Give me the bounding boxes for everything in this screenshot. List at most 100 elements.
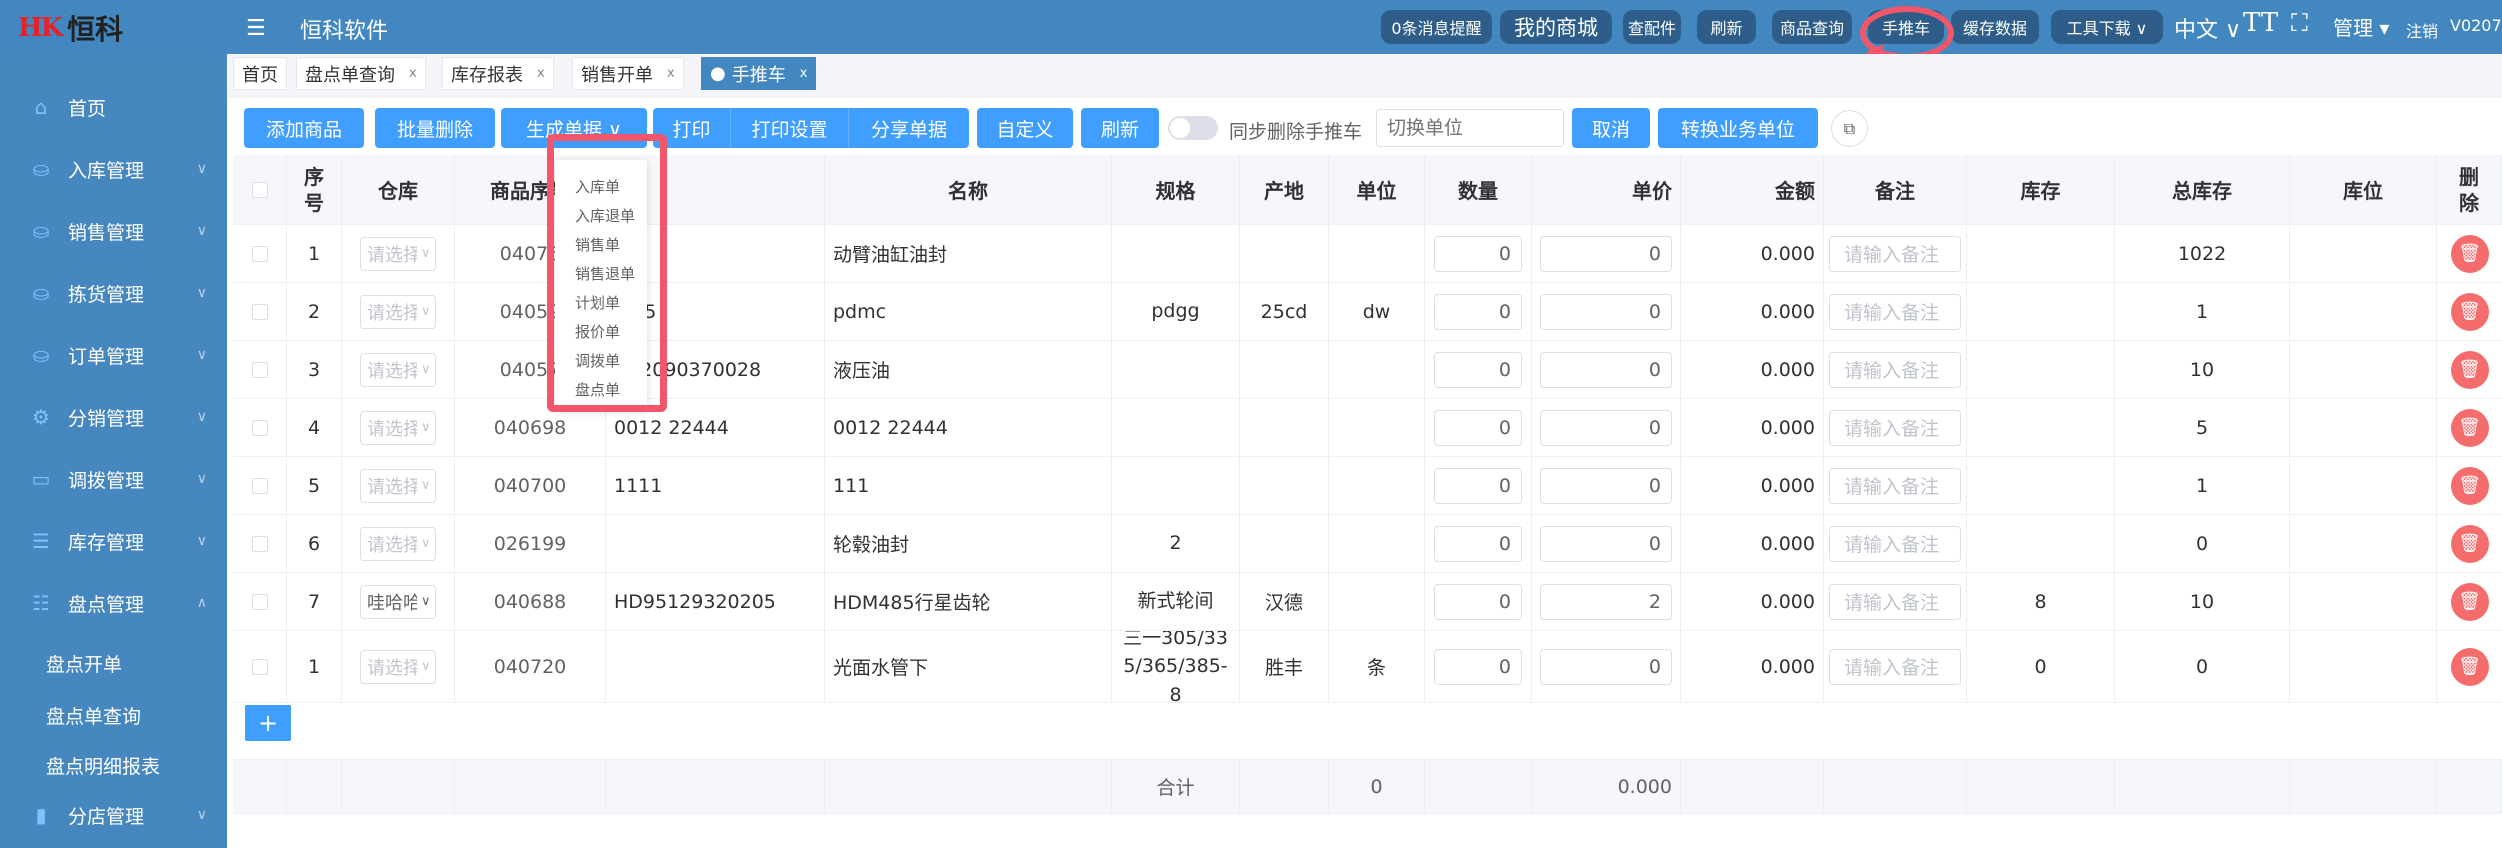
menu-item-3[interactable]: 销售退单 xyxy=(575,265,636,283)
quantity-input[interactable]: 0 xyxy=(1434,409,1522,446)
sidebar-item-transfer[interactable]: ▭ 调拨管理 ∨ xyxy=(0,454,227,504)
sidebar-subitem-stocktake-query[interactable]: 盘点单查询 xyxy=(46,706,142,728)
parts-lookup-button[interactable]: 查配件 xyxy=(1623,10,1681,44)
row-checkbox[interactable] xyxy=(251,658,268,675)
note-input[interactable]: 请输入备注 xyxy=(1829,467,1961,504)
warehouse-select[interactable]: 请选择 ∨ xyxy=(360,649,436,684)
logout-link[interactable]: 注销 xyxy=(2406,22,2439,41)
copy-icon[interactable]: ⧉ xyxy=(1831,110,1868,147)
sidebar-item-inbound[interactable]: ⛀ 入库管理 ∨ xyxy=(0,144,227,194)
trash-icon[interactable]: 🗑 xyxy=(2450,466,2489,505)
quantity-input[interactable]: 0 xyxy=(1434,583,1522,620)
warehouse-select[interactable]: 请选择 ∨ xyxy=(360,468,436,503)
quantity-input[interactable]: 0 xyxy=(1434,467,1522,504)
select-all-checkbox[interactable] xyxy=(251,181,268,198)
language-select[interactable]: 中文 ∨ xyxy=(2174,18,2242,43)
warehouse-select[interactable]: 请选择 ∨ xyxy=(360,352,436,387)
switch-unit-input[interactable] xyxy=(1376,109,1564,147)
row-checkbox[interactable] xyxy=(251,477,268,494)
refresh-header-button[interactable]: 刷新 xyxy=(1697,10,1756,44)
note-input[interactable]: 请输入备注 xyxy=(1829,409,1961,446)
trash-icon[interactable]: 🗑 xyxy=(2450,350,2489,389)
sidebar-item-branch[interactable]: ▮ 分店管理 ∨ xyxy=(0,790,227,840)
row-checkbox[interactable] xyxy=(251,245,268,262)
sidebar-item-home[interactable]: ⌂ 首页 xyxy=(0,82,227,132)
sidebar-item-distribution[interactable]: ⚙ 分销管理 ∨ xyxy=(0,392,227,442)
sidebar-item-stocktake[interactable]: ☷ 盘点管理 ∧ xyxy=(0,578,227,628)
menu-item-4[interactable]: 计划单 xyxy=(575,294,621,312)
sidebar-item-picking[interactable]: ⛀ 拣货管理 ∨ xyxy=(0,268,227,318)
quantity-input[interactable]: 0 xyxy=(1434,648,1522,685)
row-checkbox[interactable] xyxy=(251,593,268,610)
product-query-button[interactable]: 商品查询 xyxy=(1772,10,1852,44)
convert-unit-button[interactable]: 转换业务单位 xyxy=(1658,108,1818,148)
trash-icon[interactable]: 🗑 xyxy=(2450,234,2489,273)
add-row-button[interactable]: + xyxy=(245,705,291,741)
row-checkbox[interactable] xyxy=(251,419,268,436)
row-checkbox[interactable] xyxy=(251,303,268,320)
font-size-icon[interactable]: TT xyxy=(2243,8,2279,38)
sidebar-item-inventory[interactable]: ☰ 库存管理 ∨ xyxy=(0,516,227,566)
trash-icon[interactable]: 🗑 xyxy=(2450,524,2489,563)
cache-data-button[interactable]: 缓存数据 xyxy=(1951,10,2039,44)
price-input[interactable]: 0 xyxy=(1540,409,1672,446)
close-icon[interactable]: x xyxy=(537,66,545,81)
note-input[interactable]: 请输入备注 xyxy=(1829,648,1961,685)
sidebar-subitem-stocktake-new[interactable]: 盘点开单 xyxy=(46,654,123,676)
quantity-input[interactable]: 0 xyxy=(1434,351,1522,388)
note-input[interactable]: 请输入备注 xyxy=(1829,293,1961,330)
admin-menu[interactable]: 管理 ▾ xyxy=(2333,16,2390,40)
warehouse-select[interactable]: 请选择 ∨ xyxy=(360,236,436,271)
tab-stocktake-query[interactable]: 盘点单查询 x xyxy=(296,57,426,90)
print-settings-button[interactable]: 打印设置 xyxy=(731,108,849,148)
price-input[interactable]: 0 xyxy=(1540,467,1672,504)
quantity-input[interactable]: 0 xyxy=(1434,293,1522,330)
warehouse-select[interactable]: 请选择 ∨ xyxy=(360,410,436,445)
price-input[interactable]: 0 xyxy=(1540,351,1672,388)
generate-document-button[interactable]: 生成单据 ∨ xyxy=(501,108,647,148)
menu-item-1[interactable]: 入库退单 xyxy=(575,207,636,225)
share-document-button[interactable]: 分享单据 xyxy=(849,108,969,148)
price-input[interactable]: 0 xyxy=(1540,235,1672,272)
sidebar-item-sales[interactable]: ⛀ 销售管理 ∨ xyxy=(0,206,227,256)
note-input[interactable]: 请输入备注 xyxy=(1829,583,1961,620)
tools-download-button[interactable]: 工具下载 ∨ xyxy=(2051,10,2163,44)
message-reminder-button[interactable]: 0条消息提醒 xyxy=(1381,10,1492,44)
menu-item-0[interactable]: 入库单 xyxy=(575,178,621,196)
tab-sales-order[interactable]: 销售开单 x xyxy=(572,57,684,90)
close-icon[interactable]: x xyxy=(667,66,675,81)
quantity-input[interactable]: 0 xyxy=(1434,525,1522,562)
menu-item-6[interactable]: 调拨单 xyxy=(575,352,621,370)
sync-delete-toggle[interactable] xyxy=(1168,116,1218,140)
quantity-input[interactable]: 0 xyxy=(1434,235,1522,272)
tab-cart[interactable]: ● 手推车 x xyxy=(701,57,817,90)
trash-icon[interactable]: 🗑 xyxy=(2450,582,2489,621)
menu-toggle-icon[interactable]: ☰ xyxy=(246,16,266,41)
refresh-button[interactable]: 刷新 xyxy=(1081,108,1159,148)
menu-item-2[interactable]: 销售单 xyxy=(575,236,621,254)
cancel-button[interactable]: 取消 xyxy=(1572,108,1650,148)
price-input[interactable]: 0 xyxy=(1540,648,1672,685)
note-input[interactable]: 请输入备注 xyxy=(1829,525,1961,562)
price-input[interactable]: 0 xyxy=(1540,293,1672,330)
close-icon[interactable]: x xyxy=(409,66,417,81)
menu-item-7[interactable]: 盘点单 xyxy=(575,381,621,399)
trash-icon[interactable]: 🗑 xyxy=(2450,292,2489,331)
warehouse-select[interactable]: 请选择 ∨ xyxy=(360,526,436,561)
add-product-button[interactable]: 添加商品 xyxy=(244,108,364,148)
note-input[interactable]: 请输入备注 xyxy=(1829,235,1961,272)
warehouse-select[interactable]: 请选择 ∨ xyxy=(360,294,436,329)
my-mall-button[interactable]: 我的商城 xyxy=(1500,10,1612,44)
customize-button[interactable]: 自定义 xyxy=(977,108,1073,148)
sidebar-subitem-stocktake-report[interactable]: 盘点明细报表 xyxy=(46,756,161,778)
fullscreen-icon[interactable]: ⛶ xyxy=(2291,9,2308,37)
price-input[interactable]: 0 xyxy=(1540,525,1672,562)
tab-inventory-report[interactable]: 库存报表 x xyxy=(442,57,554,90)
row-checkbox[interactable] xyxy=(251,361,268,378)
tab-home[interactable]: 首页 xyxy=(233,57,287,90)
warehouse-select[interactable]: 哇哈哈 ∨ xyxy=(360,584,436,619)
row-checkbox[interactable] xyxy=(251,535,268,552)
trash-icon[interactable]: 🗑 xyxy=(2450,647,2489,686)
batch-delete-button[interactable]: 批量删除 xyxy=(375,108,495,148)
menu-item-5[interactable]: 报价单 xyxy=(575,323,621,341)
